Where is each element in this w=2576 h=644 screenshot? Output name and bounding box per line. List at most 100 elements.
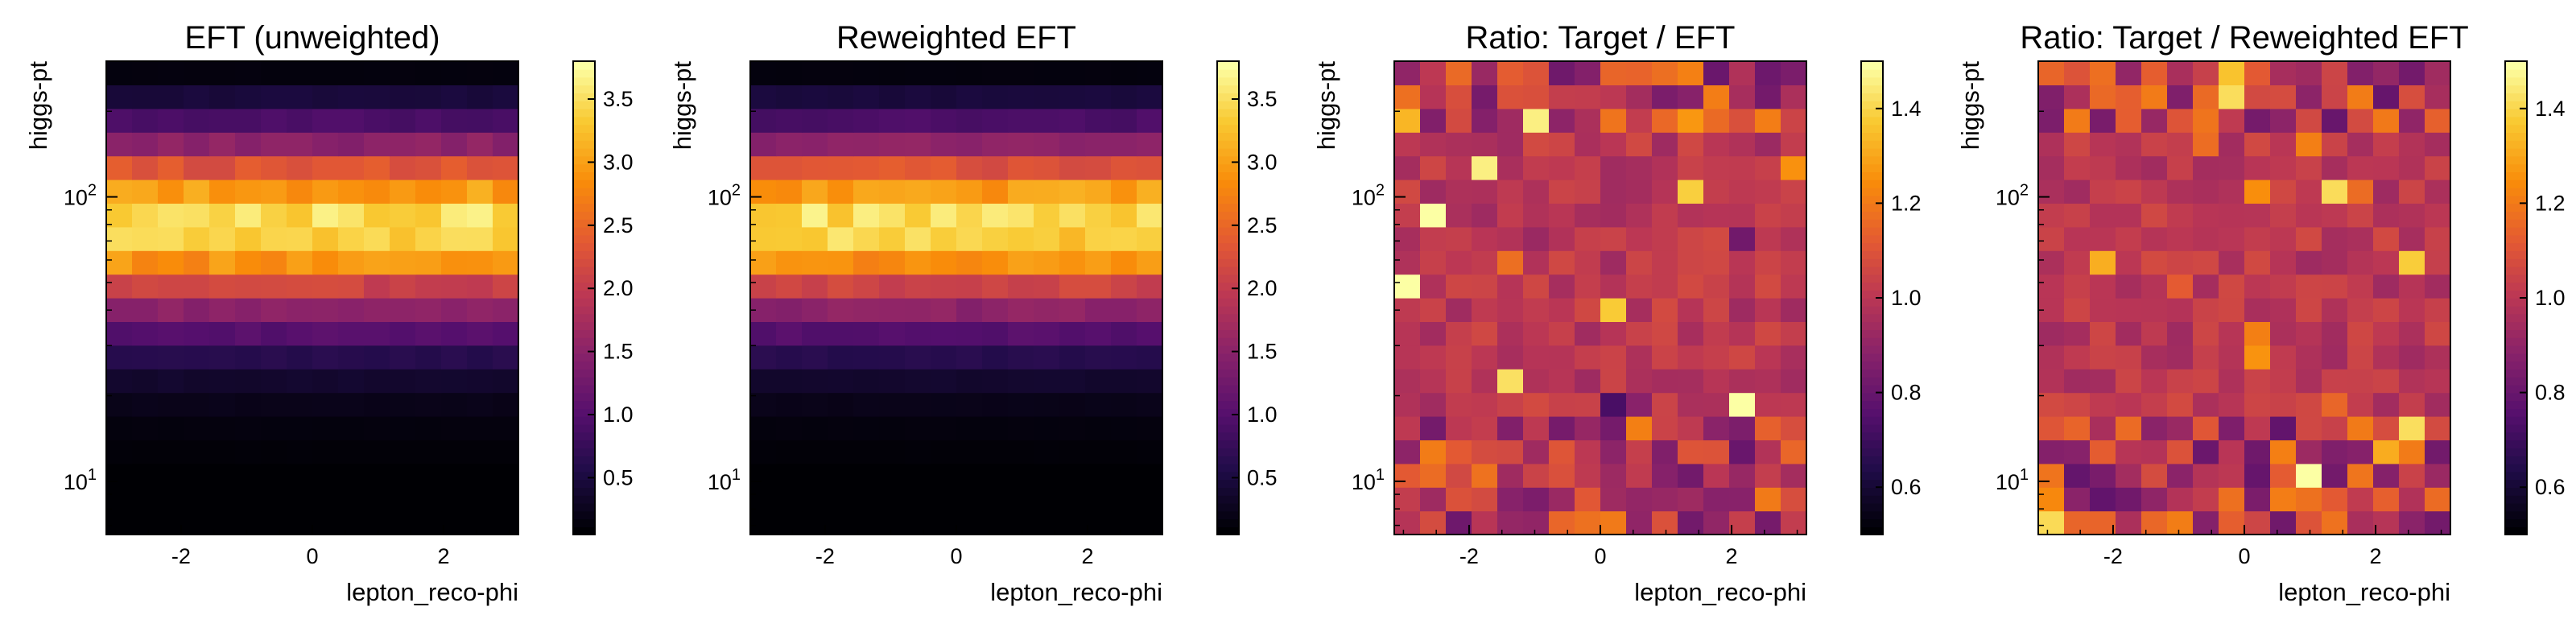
heatmap-cell (1008, 180, 1034, 204)
heatmap-cell (1059, 226, 1086, 251)
heatmap-cell (467, 155, 493, 180)
heatmap-cell (184, 250, 210, 275)
heatmap-cell (2090, 61, 2116, 85)
heatmap-cell (338, 392, 365, 417)
heatmap-cell (1626, 85, 1653, 109)
colorbar-segment (1217, 203, 1239, 212)
heatmap-cell (132, 180, 159, 204)
heatmap-cell (1394, 487, 1421, 512)
heatmap-cell (338, 132, 365, 157)
heatmap-cell (184, 274, 210, 299)
heatmap-cell (390, 61, 416, 85)
heatmap-cell (1497, 250, 1524, 275)
heatmap-cell (931, 203, 957, 228)
heatmap-cell (2193, 85, 2219, 109)
colorbar-segment (1861, 321, 1883, 330)
heatmap-cell (106, 203, 133, 228)
heatmap-cell (905, 345, 931, 369)
colorbar-segment (1861, 345, 1883, 354)
heatmap-cell (1678, 369, 1704, 394)
heatmap-cell (776, 369, 803, 394)
heatmap-cell (982, 226, 1009, 251)
colorbar-segment (1861, 101, 1883, 109)
colorbar-segment (1861, 226, 1883, 236)
heatmap-cell (1600, 274, 1627, 299)
colorbar-segment (1861, 140, 1883, 149)
x-axis-label: lepton_reco-phi (2278, 578, 2450, 606)
heatmap-cell (1781, 132, 1807, 157)
heatmap-cell (1420, 321, 1447, 346)
heatmap-cell (209, 369, 236, 394)
heatmap-cell (441, 510, 468, 535)
heatmap-cell (132, 487, 159, 512)
heatmap-cell (2322, 321, 2348, 346)
heatmap-cell (2219, 345, 2245, 369)
heatmap-cell (1678, 392, 1704, 417)
heatmap-chart-2: Reweighted EFT-2 0 2102101lepton_reco-phih… (668, 20, 1278, 606)
heatmap-cell (2038, 321, 2065, 346)
heatmap-cell (879, 85, 906, 109)
heatmap-cell (261, 180, 287, 204)
heatmap-cell (828, 392, 854, 417)
heatmap-cell (1678, 250, 1704, 275)
colorbar-segment (573, 456, 595, 464)
heatmap-cell (2038, 132, 2065, 157)
heatmap-cell (467, 487, 493, 512)
colorbar-segment (1217, 463, 1239, 473)
colorbar-segment (1861, 132, 1883, 141)
colorbar-segment (2505, 274, 2527, 283)
heatmap-cell (1652, 61, 1678, 85)
colorbar-segment (1217, 219, 1239, 228)
heatmap-cell (1755, 298, 1781, 322)
colorbar-segment (1217, 242, 1239, 251)
colorbar-segment (573, 423, 595, 433)
heatmap-cell (1729, 369, 1756, 394)
heatmap-cell (2193, 510, 2219, 535)
heatmap-cell (158, 155, 184, 180)
heatmap-cell (2193, 416, 2219, 440)
heatmap-cell (1678, 487, 1704, 512)
heatmap-cell (1575, 85, 1601, 109)
heatmap-cell (1008, 61, 1034, 85)
heatmap-cell (1394, 510, 1421, 535)
heatmap-cell (1034, 416, 1060, 440)
heatmap-cell (1703, 463, 1730, 488)
heatmap-cell (1652, 274, 1678, 299)
heatmap-cell (828, 321, 854, 346)
heatmap-cell (287, 274, 313, 299)
heatmap-cell (2038, 226, 2065, 251)
heatmap-cell (1008, 203, 1034, 228)
colorbar-segment (573, 313, 595, 323)
heatmap-cell (1729, 203, 1756, 228)
heatmap-cell (2347, 180, 2374, 204)
heatmap-cell (828, 440, 854, 464)
heatmap-cell (493, 487, 519, 512)
heatmap-cell (2141, 510, 2168, 535)
colorbar-segment (1217, 518, 1239, 527)
heatmap-cell (1420, 345, 1447, 369)
heatmap-cell (2167, 108, 2194, 133)
heatmap-cell (802, 108, 828, 133)
heatmap-cell (1137, 274, 1163, 299)
heatmap-cell (750, 85, 777, 109)
heatmap-cell (132, 274, 159, 299)
heatmap-cell (931, 487, 957, 512)
heatmap-cell (2399, 61, 2425, 85)
heatmap-cell (493, 85, 519, 109)
colorbar-segment (2505, 266, 2527, 275)
heatmap-cell (802, 250, 828, 275)
heatmap-cell (2219, 463, 2245, 488)
colorbar-segment (1861, 423, 1883, 433)
heatmap-cell (1034, 440, 1060, 464)
heatmap-cell (2167, 321, 2194, 346)
heatmap-cell (2116, 321, 2142, 346)
heatmap-cell (2244, 132, 2271, 157)
heatmap-cell (1600, 345, 1627, 369)
heatmap-cell (1111, 274, 1137, 299)
colorbar-segment (2505, 116, 2527, 126)
heatmap-cell (1420, 392, 1447, 417)
heatmap-cell (1678, 416, 1704, 440)
heatmap-cell (2296, 226, 2322, 251)
heatmap-cell (802, 61, 828, 85)
heatmap-cell (2116, 510, 2142, 535)
